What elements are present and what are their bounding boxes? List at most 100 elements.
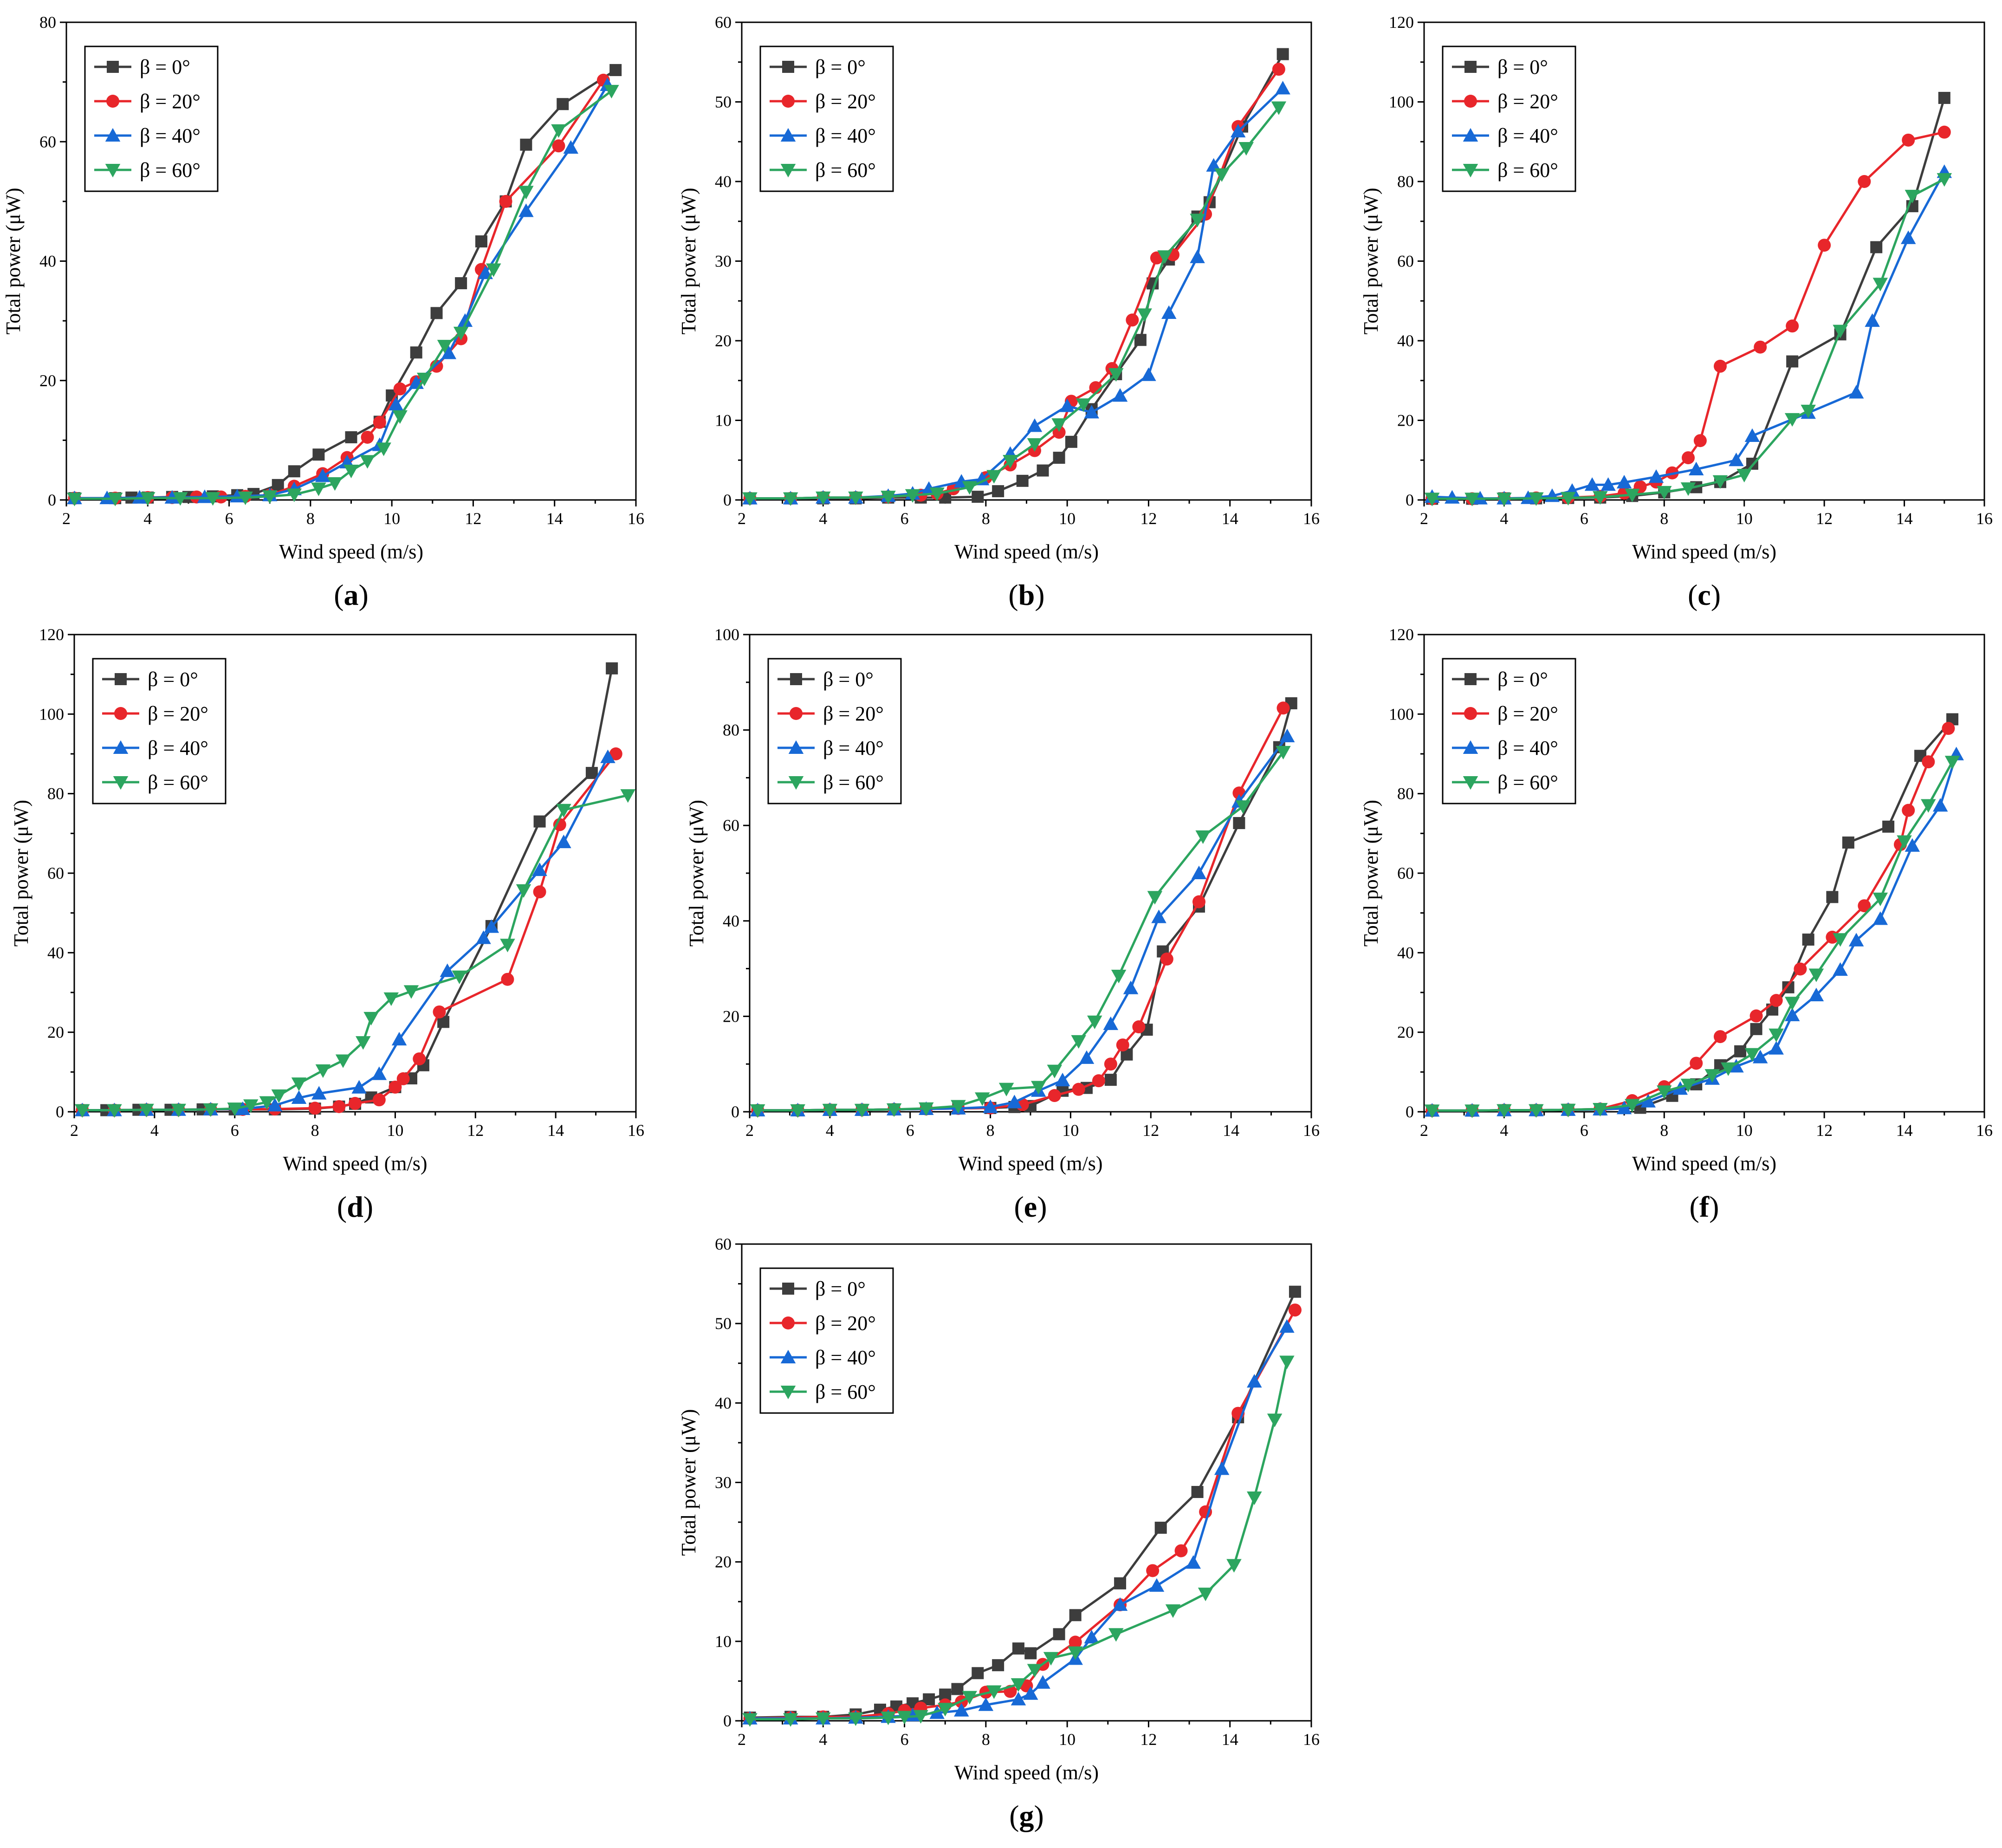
data-point	[1027, 418, 1043, 432]
y-tick-label: 80	[1397, 785, 1414, 803]
legend-marker	[1463, 776, 1478, 790]
data-point	[227, 1102, 242, 1116]
series-line	[750, 1361, 1288, 1721]
data-point	[881, 491, 896, 505]
data-point	[881, 1712, 896, 1725]
data-point	[1729, 1059, 1744, 1073]
data-point	[822, 1103, 838, 1118]
data-point	[1808, 987, 1824, 1001]
data-point	[1247, 1491, 1262, 1505]
data-point	[1870, 241, 1883, 253]
data-point	[983, 1099, 998, 1113]
data-point	[1235, 800, 1251, 814]
data-point	[1141, 367, 1156, 381]
data-point	[1146, 1564, 1160, 1577]
y-tick-label: 50	[715, 1314, 732, 1333]
data-point	[1051, 418, 1067, 432]
data-point	[609, 64, 622, 76]
y-axis-title: Total power (μW)	[1360, 188, 1382, 334]
data-point	[1902, 804, 1915, 817]
x-tick-label: 8	[982, 509, 990, 528]
data-point	[742, 492, 758, 506]
data-point	[1784, 1007, 1800, 1021]
data-point	[452, 970, 467, 984]
data-point	[1905, 838, 1920, 852]
y-tick-label: 120	[39, 625, 64, 644]
data-point	[288, 465, 300, 478]
data-point	[972, 1667, 984, 1679]
data-point	[413, 1052, 426, 1066]
data-point	[600, 749, 616, 763]
data-point	[913, 1710, 928, 1724]
series-3	[75, 789, 635, 1118]
data-point	[742, 1713, 758, 1727]
data-point	[1190, 249, 1205, 263]
data-point	[1858, 899, 1871, 913]
data-point	[139, 1103, 154, 1117]
data-point	[1068, 1646, 1083, 1660]
data-point	[750, 1104, 765, 1118]
x-tick-label: 8	[311, 1121, 319, 1140]
y-tick-label: 60	[39, 132, 56, 151]
data-point	[1079, 1050, 1095, 1064]
legend-label: β = 60°	[823, 771, 884, 794]
data-point	[1123, 980, 1139, 994]
legend-label: β = 0°	[140, 56, 190, 78]
x-tick-label: 6	[225, 509, 233, 528]
legend: β = 0° β = 20° β = 40° β = 60°	[767, 658, 902, 804]
legend-marker	[780, 164, 796, 178]
y-tick-label: 40	[723, 912, 739, 930]
data-point	[986, 1685, 1002, 1699]
data-point	[1690, 1057, 1703, 1070]
data-point	[332, 1100, 346, 1113]
data-point	[998, 1083, 1014, 1096]
y-tick-label: 100	[39, 705, 64, 723]
y-tick-label: 60	[715, 13, 732, 32]
data-point	[1069, 1635, 1082, 1649]
data-point	[1011, 1692, 1026, 1705]
data-point	[929, 487, 945, 501]
legend-label: β = 20°	[815, 1312, 876, 1335]
data-point	[553, 818, 566, 831]
x-tick-label: 6	[1580, 1121, 1588, 1140]
x-axis-title: Wind speed (m/s)	[1632, 540, 1776, 563]
data-point	[1114, 1577, 1127, 1589]
data-point	[173, 492, 188, 506]
data-point	[1238, 142, 1254, 156]
legend-marker	[1463, 164, 1478, 178]
data-point	[1276, 48, 1289, 60]
data-point	[99, 490, 115, 505]
legend-label: β = 20°	[1497, 90, 1558, 113]
data-point	[1112, 1597, 1128, 1611]
x-tick-label: 10	[1059, 509, 1076, 528]
x-tick-label: 6	[1580, 509, 1588, 528]
data-point	[1529, 1104, 1544, 1118]
legend-label: β = 60°	[815, 159, 876, 182]
data-point	[455, 277, 467, 290]
y-tick-label: 40	[715, 172, 732, 191]
data-point	[1833, 933, 1848, 947]
data-point	[349, 1097, 362, 1110]
chart-panel-c: 2 4 6 8 10 12 14 16 0 20 40 60 80 100 120 Wind speed (m…	[1360, 13, 1993, 611]
data-point	[1769, 994, 1783, 1007]
legend: β = 0° β = 20° β = 40° β = 60°	[1442, 658, 1576, 804]
data-point	[1784, 413, 1800, 427]
data-point	[1027, 438, 1043, 452]
legend-label: β = 20°	[1497, 702, 1558, 725]
data-point	[790, 1104, 805, 1118]
data-point	[1744, 1048, 1760, 1062]
data-point	[1157, 250, 1173, 264]
data-point	[1865, 313, 1880, 327]
x-tick-label: 14	[1222, 1730, 1238, 1749]
data-point	[552, 139, 565, 153]
data-point	[1134, 334, 1147, 346]
data-point	[311, 482, 326, 496]
data-point	[518, 186, 534, 200]
y-tick-label: 80	[47, 785, 64, 803]
y-tick-label: 100	[714, 625, 739, 644]
data-point	[1872, 892, 1888, 907]
panel-label: (g)	[1009, 1799, 1044, 1832]
x-axis-title: Wind speed (m/s)	[283, 1152, 427, 1175]
data-point	[500, 939, 515, 953]
data-point	[1905, 189, 1920, 204]
